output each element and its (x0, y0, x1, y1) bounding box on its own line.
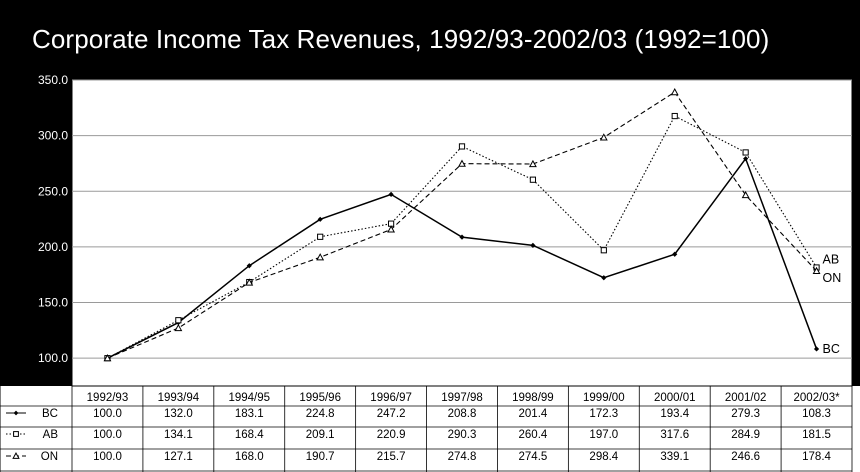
marker-triangle (174, 323, 183, 332)
marker-triangle (741, 190, 750, 199)
plot-area (71, 79, 853, 387)
category-label: 1999/00 (583, 392, 625, 404)
category-label: 1997/98 (441, 392, 483, 404)
y-tick-label: 250.0 (38, 184, 68, 198)
marker-diamond (813, 346, 820, 352)
table-cell: 178.4 (802, 451, 831, 463)
table-cell: 246.6 (731, 451, 760, 463)
series-end-label: BC (823, 342, 840, 356)
marker-triangle (599, 133, 608, 141)
table-cell: 127.1 (164, 451, 193, 463)
marker-square (317, 233, 324, 240)
category-label: 1998/99 (512, 392, 554, 404)
table-cell: 317.6 (660, 429, 689, 441)
table-cell: 181.5 (802, 429, 831, 441)
marker-triangle (528, 159, 537, 168)
category-label: 2002/03* (794, 392, 841, 404)
legend-label: BC (42, 408, 58, 420)
table-cell: 284.9 (731, 429, 760, 441)
marker-triangle (316, 253, 325, 261)
category-label: 1992/93 (87, 392, 129, 404)
marker-diamond (530, 242, 536, 248)
category-label: 2001/02 (725, 392, 767, 404)
table-cell: 339.1 (660, 451, 689, 463)
y-tick-label: 350.0 (38, 73, 68, 87)
table-cell: 108.3 (802, 408, 831, 420)
legend-label: AB (43, 429, 59, 441)
marker-square (458, 143, 466, 150)
marker-diamond (743, 156, 749, 162)
marker-square (529, 176, 537, 183)
table-cell: 168.0 (235, 451, 264, 463)
table-cell: 224.8 (306, 408, 335, 420)
table-cell: 298.4 (589, 451, 618, 463)
marker-triangle (670, 87, 679, 96)
table-cell: 220.9 (377, 429, 406, 441)
legend-label: ON (41, 451, 58, 463)
series-line-ab (107, 115, 818, 359)
marker-triangle (387, 225, 396, 233)
table-cell: 134.1 (164, 429, 193, 441)
table-cell: 190.7 (306, 451, 335, 463)
series-end-label: AB (823, 252, 840, 266)
table-cell: 132.0 (164, 408, 193, 420)
table-cell: 168.4 (235, 429, 264, 441)
table-cell: 183.1 (235, 408, 264, 420)
y-tick-label: 300.0 (38, 129, 68, 143)
marker-triangle (103, 354, 112, 362)
table-cell: 172.3 (589, 408, 618, 420)
table-cell: 208.8 (448, 408, 477, 420)
table-cell: 247.2 (377, 408, 406, 420)
marker-diamond (13, 410, 19, 416)
table-cell: 100.0 (93, 429, 122, 441)
marker-square (671, 112, 678, 120)
marker-diamond (388, 191, 394, 197)
marker-diamond (601, 275, 607, 281)
table-cell: 260.4 (519, 429, 548, 441)
table-cell: 279.3 (731, 408, 760, 420)
table-cell: 274.5 (519, 451, 548, 463)
marker-triangle (245, 278, 254, 286)
category-label: 1995/96 (299, 392, 341, 404)
table-cell: 100.0 (93, 451, 122, 463)
category-label: 1993/94 (158, 392, 200, 404)
table-cell: 193.4 (660, 408, 689, 420)
table-cell: 197.0 (589, 429, 618, 441)
marker-square (742, 149, 749, 156)
y-tick-label: 150.0 (38, 296, 68, 310)
category-label: 1994/95 (228, 392, 270, 404)
marker-triangle (812, 266, 821, 275)
table-cell: 290.3 (448, 429, 477, 441)
table-cell: 215.7 (377, 451, 406, 463)
table-cell: 100.0 (93, 408, 122, 420)
table-cell: 274.8 (448, 451, 477, 463)
y-tick-label: 200.0 (38, 240, 68, 254)
table-cell: 209.1 (306, 429, 335, 441)
marker-diamond (672, 251, 678, 257)
marker-square (175, 317, 182, 324)
table-cell: 201.4 (519, 408, 548, 420)
chart-title: Corporate Income Tax Revenues, 1992/93-2… (32, 24, 770, 54)
marker-square (600, 247, 607, 254)
marker-square (13, 431, 19, 437)
y-tick-label: 100.0 (38, 351, 68, 365)
marker-triangle (458, 159, 466, 167)
category-label: 1996/97 (370, 392, 412, 404)
marker-diamond (459, 234, 465, 240)
marker-diamond (317, 216, 323, 222)
category-label: 2000/01 (654, 392, 696, 404)
marker-diamond (246, 263, 252, 269)
series-end-label: ON (823, 271, 842, 285)
marker-triangle (12, 452, 20, 459)
